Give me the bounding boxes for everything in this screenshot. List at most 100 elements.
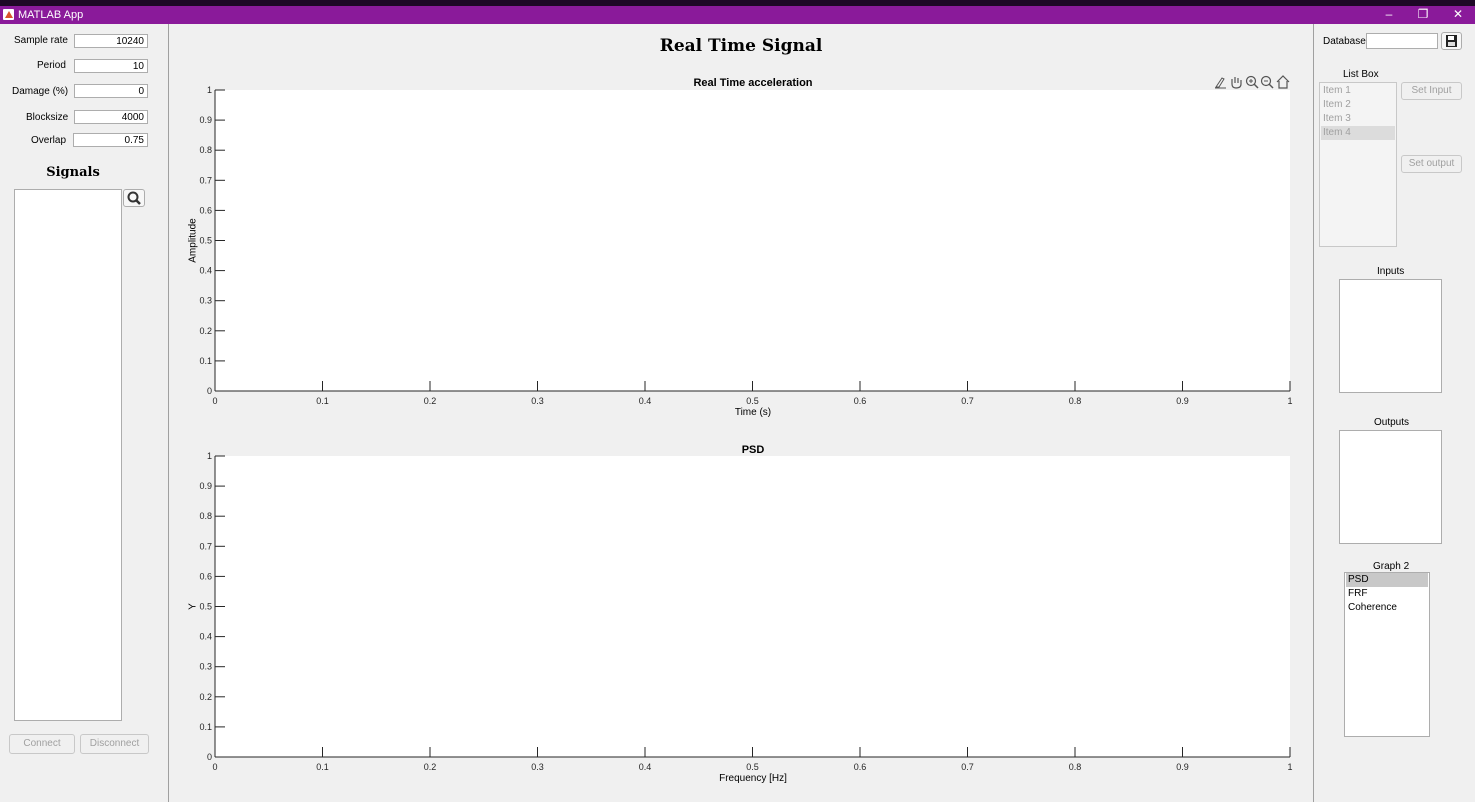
top-axes-ylabel: Amplitude [187, 218, 199, 263]
list-item[interactable]: Item 3 [1323, 113, 1351, 124]
set-output-button[interactable]: Set output [1401, 155, 1462, 173]
list-item-selected[interactable]: PSD [1346, 573, 1428, 587]
bottom-y-tick-label: 0.1 [199, 722, 212, 732]
period-field[interactable]: 10 [74, 59, 148, 73]
damage-label: Damage (%) [12, 86, 69, 97]
zoom-out-icon[interactable] [1260, 75, 1274, 89]
signals-listbox[interactable] [14, 189, 122, 721]
damage-field[interactable]: 0 [74, 84, 148, 98]
graph2-listbox[interactable]: PSD FRF Coherence [1344, 572, 1430, 737]
axes-toolbar [1213, 74, 1293, 90]
inputs-listbox[interactable] [1339, 279, 1442, 393]
magnifier-icon [127, 191, 141, 205]
top-y-tick-label: 0 [207, 386, 212, 396]
top-y-tick-label: 0.4 [199, 266, 212, 276]
minimize-button[interactable]: – [1385, 7, 1393, 21]
sample-rate-field[interactable]: 10240 [74, 34, 148, 48]
signals-search-button[interactable] [123, 189, 145, 207]
top-y-tick-label: 0.2 [199, 326, 212, 336]
database-field[interactable] [1366, 33, 1438, 49]
period-label: Period [37, 60, 66, 71]
bottom-axes-title: PSD [741, 444, 765, 456]
bottom-plot-area[interactable] [215, 456, 1290, 757]
window-top-strip [0, 0, 1475, 6]
bottom-y-tick-label: 0 [207, 752, 212, 762]
bottom-y-tick-label: 0.9 [199, 481, 212, 491]
inputs-title: Inputs [1377, 266, 1405, 277]
close-button[interactable]: ✕ [1452, 7, 1464, 21]
top-x-tick-label: 0.4 [639, 396, 652, 406]
bottom-y-tick-label: 0.5 [199, 602, 212, 612]
main-title: Real Time Signal [659, 36, 823, 56]
bottom-x-tick-label: 0.8 [1069, 762, 1082, 772]
restore-button[interactable]: ❐ [1417, 7, 1429, 21]
list-item-selected[interactable]: Item 4 [1321, 126, 1395, 140]
pan-icon[interactable] [1231, 77, 1242, 89]
list-box-title: List Box [1343, 69, 1379, 80]
bottom-x-tick-label: 1 [1287, 762, 1292, 772]
signals-title: Signals [46, 165, 100, 180]
overlap-label: Overlap [31, 135, 67, 146]
disconnect-button[interactable]: Disconnect [80, 734, 149, 754]
save-button[interactable] [1441, 32, 1462, 50]
list-item[interactable]: Item 2 [1323, 99, 1351, 110]
bottom-x-tick-label: 0.4 [639, 762, 652, 772]
bottom-y-tick-label: 0.2 [199, 692, 212, 702]
bottom-y-tick-label: 0.7 [199, 541, 212, 551]
list-item[interactable]: Item 1 [1323, 85, 1351, 96]
top-x-tick-label: 1 [1287, 396, 1292, 406]
list-item[interactable]: FRF [1348, 588, 1368, 599]
blocksize-field[interactable]: 4000 [74, 110, 148, 124]
right-panel-divider [1313, 24, 1314, 802]
top-x-tick-label: 0.7 [961, 396, 974, 406]
set-input-button[interactable]: Set Input [1401, 82, 1462, 100]
bottom-axes-ylabel: Y [187, 603, 199, 610]
zoom-in-icon[interactable] [1245, 75, 1259, 89]
bottom-axes[interactable]: 0 0.1 0.2 0.3 0.4 0.5 0.6 0.7 0.8 0.9 1 0 0.1 0.2 0.3 0… [176, 450, 1306, 790]
bottom-x-tick-label: 0.1 [316, 762, 329, 772]
brush-icon[interactable] [1215, 77, 1226, 89]
left-panel-divider [168, 24, 169, 802]
top-x-tick-label: 0.8 [1069, 396, 1082, 406]
top-y-tick-label: 0.3 [199, 296, 212, 306]
bottom-x-tick-label: 0.3 [531, 762, 544, 772]
top-y-tick-label: 0.1 [199, 356, 212, 366]
database-label: Database [1323, 36, 1366, 47]
outputs-listbox[interactable] [1339, 430, 1442, 544]
item-listbox[interactable]: Item 1 Item 2 Item 3 Item 4 [1319, 82, 1397, 247]
top-x-tick-label: 0.9 [1176, 396, 1189, 406]
list-item[interactable]: Coherence [1348, 602, 1397, 613]
blocksize-label: Blocksize [26, 112, 69, 123]
top-x-tick-label: 0.6 [854, 396, 867, 406]
connect-button[interactable]: Connect [9, 734, 75, 754]
graph2-title: Graph 2 [1373, 561, 1410, 572]
bottom-axes-xlabel: Frequency [Hz] [719, 773, 787, 784]
matlab-logo-icon [3, 9, 14, 20]
bottom-x-tick-label: 0 [212, 762, 217, 772]
bottom-y-tick-label: 1 [207, 451, 212, 461]
bottom-y-tick-label: 0.3 [199, 662, 212, 672]
outputs-title: Outputs [1374, 417, 1410, 428]
home-icon[interactable] [1276, 75, 1290, 89]
top-y-tick-label: 0.9 [199, 115, 212, 125]
top-y-tick-label: 0.5 [199, 236, 212, 246]
top-x-tick-label: 0 [212, 396, 217, 406]
top-axes-title: Real Time acceleration [693, 77, 813, 89]
top-plot-area[interactable] [215, 90, 1290, 391]
bottom-x-tick-label: 0.2 [424, 762, 437, 772]
top-x-tick-label: 0.3 [531, 396, 544, 406]
top-x-tick-label: 0.5 [746, 396, 759, 406]
overlap-field[interactable]: 0.75 [73, 133, 148, 147]
bottom-y-tick-label: 0.4 [199, 632, 212, 642]
top-x-tick-label: 0.1 [316, 396, 329, 406]
bottom-x-tick-label: 0.9 [1176, 762, 1189, 772]
top-y-tick-label: 0.6 [199, 205, 212, 215]
bottom-x-tick-label: 0.7 [961, 762, 974, 772]
bottom-x-tick-label: 0.5 [746, 762, 759, 772]
top-axes-xlabel: Time (s) [734, 407, 772, 418]
bottom-y-tick-label: 0.6 [199, 571, 212, 581]
top-axes[interactable]: 0 0.1 0.2 0.3 0.4 0.5 0.6 0.7 0.8 0.9 1 0 0.1 0.2 0.3 0… [176, 84, 1306, 424]
top-y-tick-label: 1 [207, 85, 212, 95]
title-bar: MATLAB App – ❐ ✕ [0, 6, 1475, 24]
window-title: MATLAB App [18, 9, 84, 21]
